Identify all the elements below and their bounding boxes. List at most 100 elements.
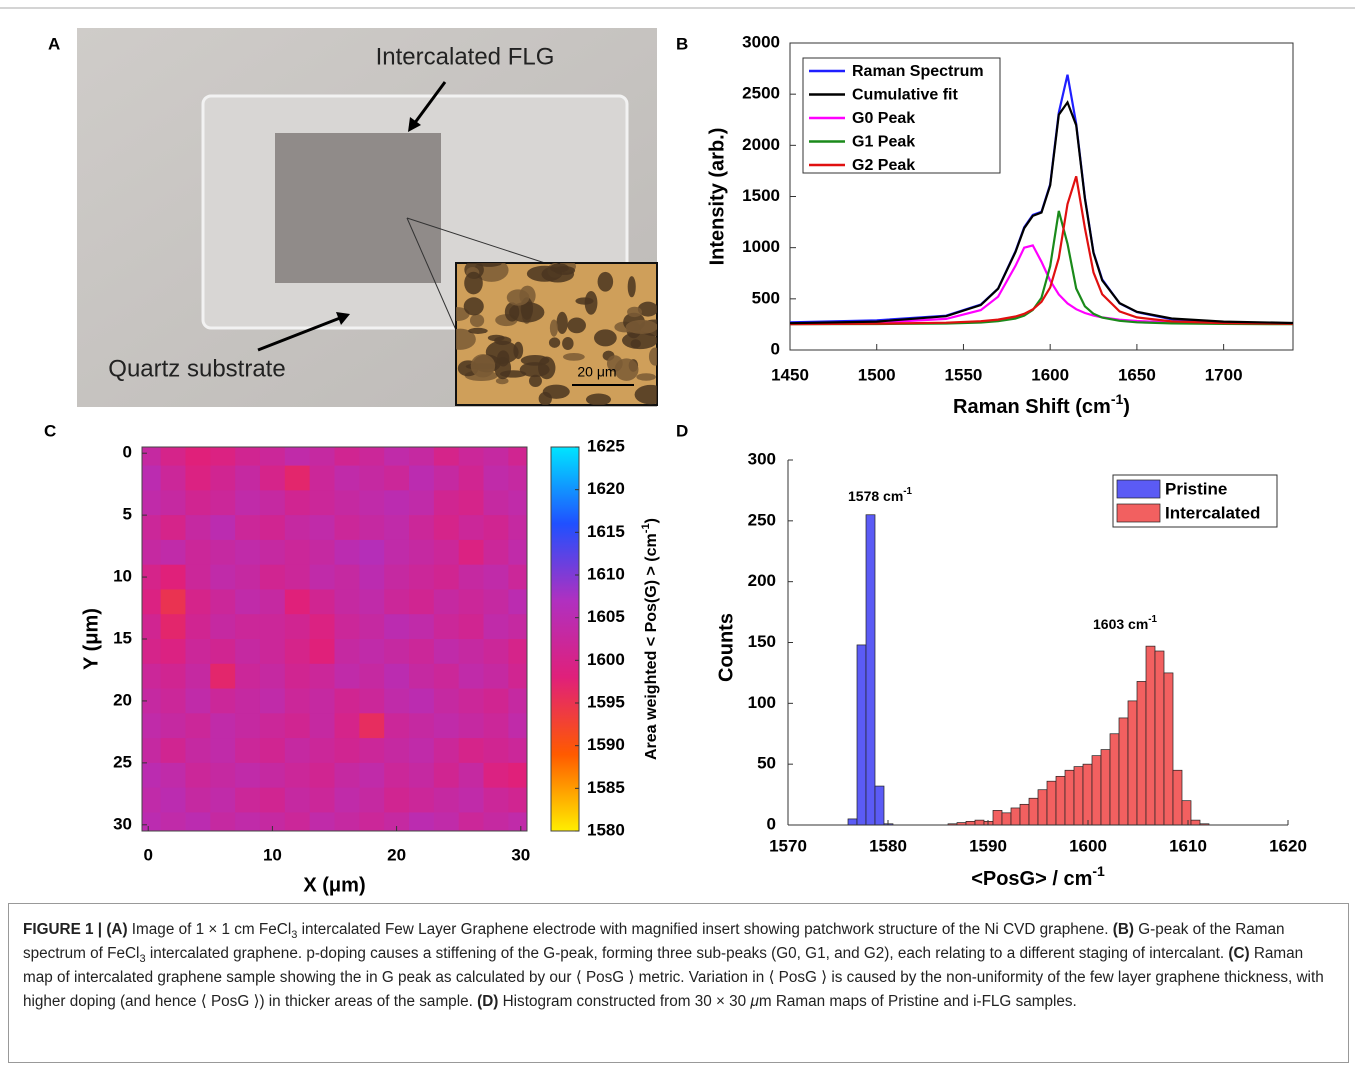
heatmap-cell: [409, 614, 435, 640]
caption-text: 3: [139, 953, 146, 966]
x-tick-label: 0: [143, 845, 152, 864]
y-tick-label: 2500: [742, 84, 780, 103]
histogram-bar: [1181, 800, 1192, 826]
colorbar-label-part: ): [643, 518, 660, 523]
legend-label: Pristine: [1165, 479, 1227, 498]
caption-text: intercalated Few Layer Graphene electrod…: [297, 921, 1113, 938]
heatmap-cell: [433, 639, 460, 665]
heatmap-cell: [235, 688, 261, 714]
heatmap-cell: [384, 515, 410, 541]
caption-text: 3: [291, 929, 298, 942]
heatmap-cell: [309, 515, 335, 541]
x-axis-label: Raman Shift (cm-1): [953, 391, 1130, 419]
legend-label: G1 Peak: [852, 134, 915, 151]
heatmap-cell: [185, 447, 211, 466]
heatmap-cell: [160, 539, 186, 566]
heatmap-cell: [235, 614, 261, 640]
y-axis-label: Intensity (arb.): [706, 128, 728, 266]
caption-text: Raman map of intercalated graphene sampl…: [23, 945, 1324, 1010]
heatmap-cell: [458, 465, 484, 491]
y-tick-label: 5: [123, 505, 132, 524]
heatmap-cell: [409, 787, 435, 813]
heatmap-cell: [160, 738, 186, 764]
heatmap-cell: [185, 688, 211, 714]
panel-label: D: [676, 421, 688, 440]
heatmap-cell: [458, 564, 484, 590]
heatmap-cell: [284, 812, 311, 831]
caption-text: (C): [1228, 945, 1250, 962]
histogram-bar: [1064, 769, 1075, 826]
heatmap-cell: [235, 589, 261, 615]
legend-swatch: [1116, 479, 1161, 499]
y-tick-label: 30: [113, 814, 132, 833]
heatmap-cell: [433, 812, 460, 831]
heatmap-cell: [483, 688, 509, 714]
heatmap-cell: [185, 713, 211, 739]
heatmap-cell: [433, 762, 460, 789]
heatmap-cell: [259, 490, 286, 516]
heatmap-cell: [142, 762, 162, 789]
x-tick-label: 1500: [858, 365, 896, 384]
heatmap-cell: [359, 787, 385, 813]
heatmap-cell: [458, 490, 484, 516]
legend-label: G2 Peak: [852, 157, 915, 174]
caption-text: μ: [750, 993, 759, 1010]
heatmap-cell: [210, 465, 236, 491]
y-axis-label: Counts: [715, 613, 737, 682]
heatmap-cell: [259, 787, 286, 813]
histogram-bar: [1046, 780, 1057, 826]
heatmap-cell: [508, 515, 527, 541]
legend-label: Cumulative fit: [852, 87, 958, 104]
heatmap-cell: [259, 614, 286, 640]
heatmap-cell: [384, 713, 410, 739]
heatmap-cell: [160, 564, 186, 590]
legend-label: Raman Spectrum: [852, 63, 984, 80]
heatmap-cell: [409, 663, 435, 689]
heatmap-cell: [284, 738, 311, 764]
heatmap-cell: [334, 515, 360, 541]
heatmap-cell: [458, 614, 484, 640]
texture-blob: [456, 328, 476, 350]
heatmap-cell: [235, 539, 261, 566]
heatmap-cell: [409, 639, 435, 665]
heatmap-cell: [259, 539, 286, 566]
heatmap-cell: [508, 663, 527, 689]
heatmap-cell: [160, 688, 186, 714]
heatmap-cell: [359, 539, 385, 566]
panel-label: A: [48, 34, 60, 53]
texture-blob: [506, 289, 530, 306]
x-tick-label: 1700: [1205, 365, 1243, 384]
heatmap-cell: [409, 738, 435, 764]
texture-blob: [463, 297, 484, 316]
heatmap-cell: [508, 688, 527, 714]
caption-text: G-peak of the Raman spectrum of FeCl: [23, 921, 1285, 962]
x-tick-label: 1450: [771, 365, 809, 384]
heatmap-cell: [309, 465, 335, 491]
texture-blob: [549, 319, 558, 337]
heatmap-cell: [409, 539, 435, 566]
y-tick-label: 0: [771, 339, 780, 358]
heatmap-cell: [359, 639, 385, 665]
histogram-bar: [1037, 789, 1048, 826]
histogram-bar: [1163, 672, 1174, 826]
heatmap-cell: [359, 713, 385, 739]
heatmap-cell: [433, 515, 460, 541]
heatmap-cell: [409, 688, 435, 714]
photo: 20 μm Intercalated FLG Quartz substrate: [77, 28, 658, 407]
heatmap-cell: [259, 465, 286, 491]
caption-text: (D): [477, 993, 499, 1010]
heatmap-cell: [210, 738, 236, 764]
colorbar-label-part: Area weighted < Pos(G) > (cm: [643, 533, 660, 760]
heatmap-cell: [185, 812, 211, 831]
heatmap-cell: [185, 787, 211, 813]
heatmap-cell: [483, 762, 509, 789]
texture-blob: [548, 337, 561, 348]
heatmap-cell: [210, 713, 236, 739]
heatmap-cell: [160, 787, 186, 813]
heatmap-cell: [483, 614, 509, 640]
figure: 20 μm Intercalated FLG Quartz substrate …: [0, 7, 1355, 896]
heatmap-cell: [334, 713, 360, 739]
y-tick-label: 15: [113, 628, 132, 647]
texture-blob: [487, 334, 505, 342]
